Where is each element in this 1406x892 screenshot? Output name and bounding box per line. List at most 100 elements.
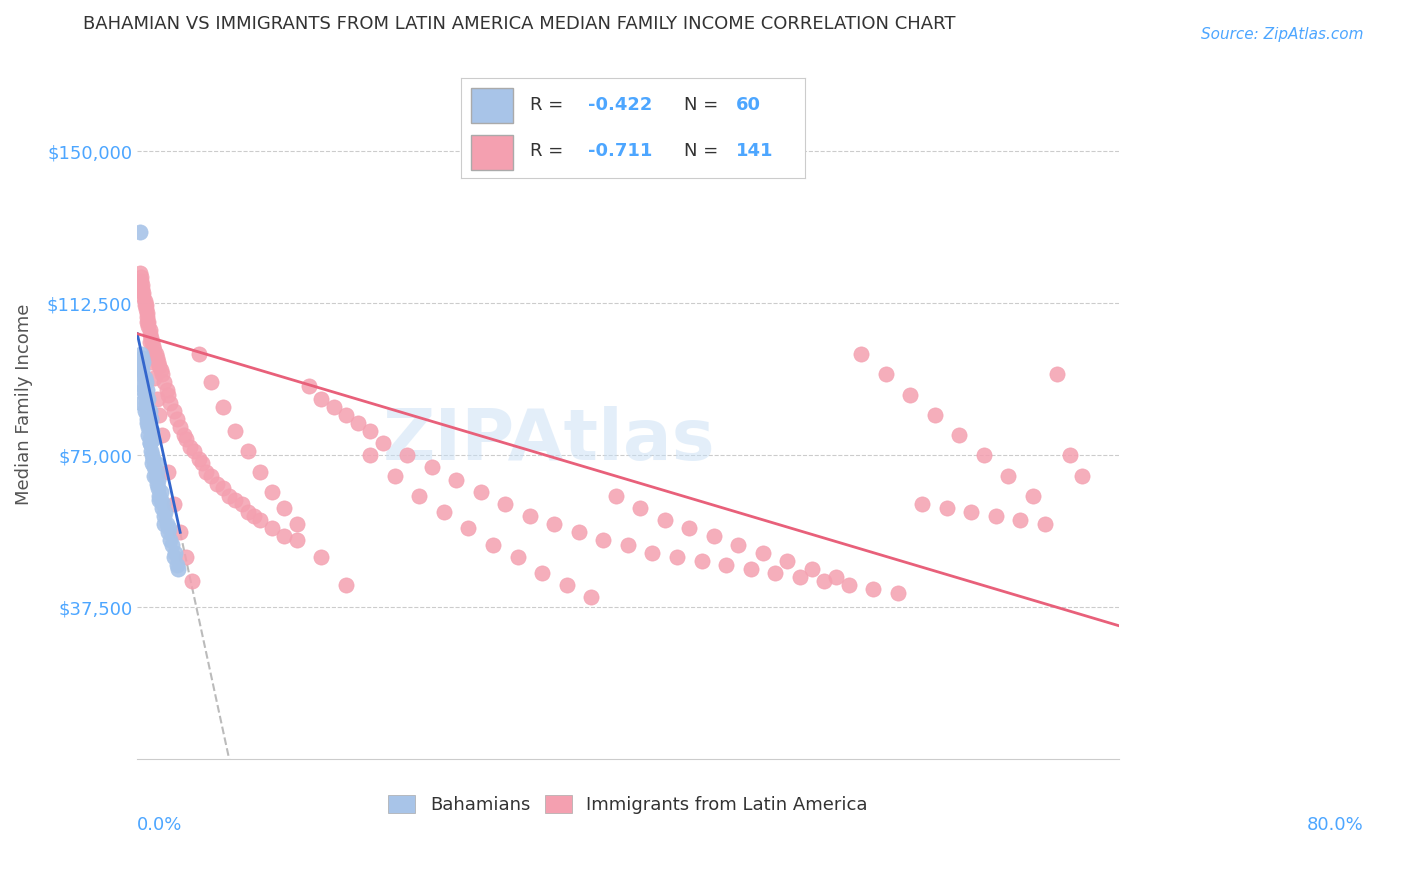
Point — [359, 448, 381, 462]
Point — [457, 521, 479, 535]
Point — [494, 497, 516, 511]
Point — [157, 521, 180, 535]
Point — [146, 392, 169, 406]
Point — [984, 509, 1007, 524]
Point — [519, 509, 541, 524]
Point — [628, 501, 651, 516]
Point — [129, 269, 152, 284]
Point — [335, 408, 357, 422]
Point — [776, 554, 799, 568]
Point — [862, 582, 884, 596]
Point — [131, 351, 153, 365]
Point — [997, 468, 1019, 483]
Point — [138, 334, 160, 349]
Point — [309, 392, 332, 406]
Point — [249, 465, 271, 479]
Point — [654, 513, 676, 527]
Point — [973, 448, 995, 462]
Point — [236, 444, 259, 458]
Point — [347, 416, 370, 430]
Point — [1033, 517, 1056, 532]
Point — [176, 432, 198, 446]
Point — [141, 457, 163, 471]
Point — [138, 436, 160, 450]
Point — [138, 326, 160, 341]
Point — [136, 306, 159, 320]
Point — [433, 505, 456, 519]
Point — [146, 476, 169, 491]
Point — [714, 558, 737, 572]
Point — [132, 290, 155, 304]
Point — [156, 387, 179, 401]
Point — [298, 379, 321, 393]
Point — [224, 424, 246, 438]
Point — [143, 343, 166, 357]
Point — [187, 452, 209, 467]
Point — [136, 310, 159, 325]
Point — [131, 282, 153, 296]
Text: Source: ZipAtlas.com: Source: ZipAtlas.com — [1201, 27, 1364, 42]
Point — [136, 392, 159, 406]
Point — [224, 492, 246, 507]
Point — [163, 549, 186, 564]
Point — [150, 501, 173, 516]
Point — [159, 533, 181, 548]
Point — [212, 481, 235, 495]
Point — [335, 578, 357, 592]
Point — [148, 359, 170, 373]
Point — [887, 586, 910, 600]
Point — [169, 420, 191, 434]
Point — [690, 554, 713, 568]
Point — [838, 578, 860, 592]
Point — [166, 562, 188, 576]
Point — [160, 537, 183, 551]
Text: BAHAMIAN VS IMMIGRANTS FROM LATIN AMERICA MEDIAN FAMILY INCOME CORRELATION CHART: BAHAMIAN VS IMMIGRANTS FROM LATIN AMERIC… — [83, 15, 956, 33]
Point — [183, 444, 205, 458]
Point — [285, 517, 308, 532]
Point — [727, 537, 749, 551]
Point — [138, 432, 160, 446]
Point — [134, 294, 156, 309]
Point — [568, 525, 591, 540]
Point — [212, 400, 235, 414]
Point — [1022, 489, 1045, 503]
Point — [181, 574, 204, 588]
Point — [163, 403, 186, 417]
Point — [141, 355, 163, 369]
Point — [420, 460, 443, 475]
Point — [148, 489, 170, 503]
Point — [911, 497, 934, 511]
Point — [136, 420, 159, 434]
Point — [146, 351, 169, 365]
Point — [408, 489, 430, 503]
Point — [135, 400, 157, 414]
Point — [187, 347, 209, 361]
Point — [156, 384, 179, 398]
Point — [148, 408, 170, 422]
Point — [143, 460, 166, 475]
Point — [136, 412, 159, 426]
Point — [166, 412, 188, 426]
Point — [605, 489, 627, 503]
Point — [506, 549, 529, 564]
Point — [145, 457, 167, 471]
Legend: Bahamians, Immigrants from Latin America: Bahamians, Immigrants from Latin America — [381, 788, 875, 822]
Point — [143, 371, 166, 385]
Point — [592, 533, 614, 548]
Point — [703, 529, 725, 543]
Point — [131, 363, 153, 377]
Point — [146, 465, 169, 479]
Point — [165, 546, 187, 560]
Point — [163, 497, 186, 511]
Point — [138, 403, 160, 417]
Point — [146, 473, 169, 487]
Point — [153, 517, 176, 532]
Point — [153, 376, 176, 390]
Point — [1070, 468, 1092, 483]
Point — [136, 384, 159, 398]
Point — [262, 484, 284, 499]
Point — [156, 465, 179, 479]
Point — [134, 387, 156, 401]
Point — [752, 546, 775, 560]
Point — [135, 395, 157, 409]
